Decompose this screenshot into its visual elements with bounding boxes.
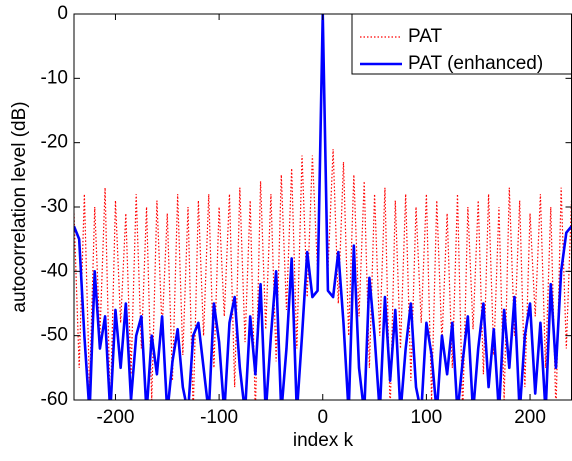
x-tick-label: 200: [514, 407, 546, 428]
x-tick-label: 100: [411, 407, 443, 428]
x-tick-label: 0: [317, 407, 328, 428]
y-tick-label: -20: [41, 132, 68, 153]
x-tick-label: -200: [96, 407, 134, 428]
y-axis-label: autocorrelation level (dB): [9, 101, 30, 312]
y-tick-label: -40: [41, 260, 68, 281]
x-tick-label: -100: [200, 407, 238, 428]
legend: PAT PAT (enhanced): [351, 13, 572, 75]
y-tick-label: 0: [57, 3, 68, 24]
y-tick-label: -60: [41, 389, 68, 410]
series-line: [74, 14, 572, 400]
y-tick-label: -10: [41, 67, 68, 88]
legend-label: PAT (enhanced): [408, 53, 543, 74]
plot-area: [74, 14, 572, 400]
legend-label: PAT: [408, 26, 443, 47]
x-axis-label: index k: [293, 430, 354, 451]
y-tick-label: -30: [41, 196, 68, 217]
y-tick-label: -50: [41, 325, 68, 346]
series-line: [74, 14, 572, 400]
